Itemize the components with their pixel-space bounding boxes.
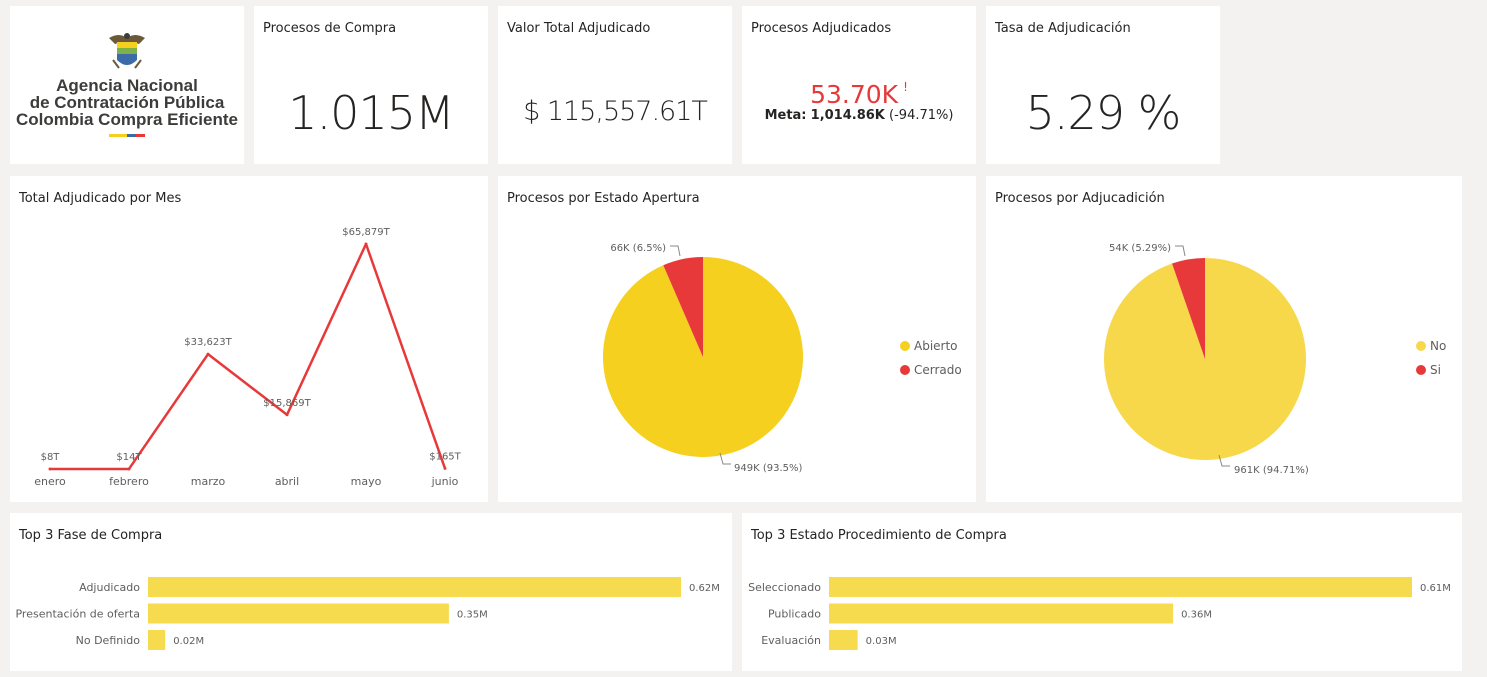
data-label: $65,879T <box>342 227 390 238</box>
data-label: $165T <box>429 451 461 462</box>
alert-icon: ! <box>903 80 908 94</box>
logo-line-2: de Contratación Pública <box>29 93 225 112</box>
kpi-goal-row: Meta: 1,014.86K (-94.71%) <box>742 108 976 123</box>
kpi-procesos-compra[interactable]: Procesos de Compra 1.015M <box>254 6 488 164</box>
slice-label: 66K (6.5%) <box>610 243 666 254</box>
leader-line <box>1218 454 1230 467</box>
bar-1 <box>829 603 1174 624</box>
goal-value: 1,014.86K <box>810 108 885 123</box>
line-chart: $8T enero $14T febrero $33,623T marzo $15,869T… <box>34 227 461 488</box>
data-label: 0.62M <box>689 583 720 594</box>
data-label: $15,869T <box>263 398 311 409</box>
leader-line <box>719 452 731 465</box>
legend-label: Cerrado <box>914 363 962 377</box>
kpi-procesos-adjudicados[interactable]: Procesos Adjudicados 53.70K ! Meta: 1,01… <box>742 6 976 164</box>
chart-title: Total Adjudicado por Mes <box>19 191 182 206</box>
data-point-enero <box>48 467 52 471</box>
card-title: Procesos Adjudicados <box>751 21 892 36</box>
x-tick-label: abril <box>275 475 299 488</box>
chart-title: Procesos por Adjucadición <box>995 191 1165 206</box>
bar-estado-card[interactable]: Top 3 Estado Procedimiento de Compra Sel… <box>742 513 1462 671</box>
pie-apertura-card[interactable]: Procesos por Estado Apertura 66K (6.5%) 9… <box>498 176 976 502</box>
data-label: 0.35M <box>457 610 488 621</box>
chart-title: Procesos por Estado Apertura <box>507 191 700 206</box>
legend: Abierto Cerrado <box>900 334 962 382</box>
card-title: Valor Total Adjudicado <box>507 21 651 36</box>
data-label: $33,623T <box>184 337 232 348</box>
kpi-value: 1.015M <box>288 86 454 140</box>
goal-label: Meta: <box>764 108 807 123</box>
legend-label: Abierto <box>914 339 958 353</box>
bar-chart-fase: Adjudicado 0.62M Presentación de oferta 0.3… <box>15 577 720 650</box>
line-chart-card[interactable]: Total Adjudicado por Mes $8T enero $14T feb… <box>10 176 488 502</box>
legend-item-cerrado[interactable]: Cerrado <box>900 358 962 382</box>
data-label: $14T <box>116 452 142 463</box>
legend-item-abierto[interactable]: Abierto <box>900 334 962 358</box>
logo-line-1: Agencia Nacional <box>56 76 198 95</box>
y-tick-label: Publicado <box>768 608 821 621</box>
legend-item-no[interactable]: No <box>1416 334 1446 358</box>
x-tick-label: febrero <box>109 475 149 488</box>
series-line <box>49 242 447 471</box>
kpi-valor-total[interactable]: Valor Total Adjudicado $ 115,557.61T <box>498 6 732 164</box>
kpi-tasa[interactable]: Tasa de Adjudicación 5.29 % <box>986 6 1220 164</box>
x-tick-label: enero <box>34 475 66 488</box>
pie-chart-adjudicacion: 54K (5.29%) 961K (94.71%) <box>1104 243 1309 476</box>
kpi-value: 53.70K <box>810 80 899 109</box>
y-tick-label: Presentación de oferta <box>15 608 140 621</box>
x-tick-label: junio <box>431 475 459 488</box>
data-label: 0.36M <box>1181 610 1212 621</box>
x-tick-label: mayo <box>351 475 382 488</box>
chart-title: Top 3 Fase de Compra <box>19 528 163 543</box>
data-label: 0.02M <box>173 636 204 647</box>
data-point-marzo <box>206 352 210 356</box>
bar-2 <box>829 630 858 650</box>
kpi-value-row: 53.70K ! <box>742 80 976 109</box>
x-tick-label: marzo <box>191 475 226 488</box>
bar-2 <box>148 630 166 650</box>
data-label: $8T <box>41 452 61 463</box>
data-point-febrero <box>127 467 131 471</box>
slice-label: 949K (93.5%) <box>734 463 802 474</box>
y-tick-label: Evaluación <box>761 634 821 647</box>
logo-line-3: Colombia Compra Eficiente <box>16 110 238 129</box>
y-tick-label: Adjudicado <box>79 581 140 594</box>
card-title: Procesos de Compra <box>263 21 397 36</box>
pie-adjudicacion-card[interactable]: Procesos por Adjucadición 54K (5.29%) 961… <box>986 176 1462 502</box>
legend-label: Si <box>1430 363 1441 377</box>
kpi-value: $ 115,557.61T <box>523 96 708 127</box>
leader-line <box>670 245 681 257</box>
pie-chart-apertura: 66K (6.5%) 949K (93.5%) <box>603 243 803 474</box>
pie-slice-si <box>1172 258 1205 359</box>
y-tick-label: No Definido <box>76 634 141 647</box>
slice-label: 54K (5.29%) <box>1109 243 1171 254</box>
logo-card: Agencia Nacional de Contratación Pública… <box>10 6 244 164</box>
flag-stripe <box>109 134 145 137</box>
chart-title: Top 3 Estado Procedimiento de Compra <box>751 528 1007 543</box>
legend-item-si[interactable]: Si <box>1416 358 1446 382</box>
pie-slice-cerrado <box>663 257 703 357</box>
slice-label: 961K (94.71%) <box>1234 465 1309 476</box>
legend: No Si <box>1416 334 1446 382</box>
data-point-mayo <box>364 242 368 246</box>
bar-0 <box>829 577 1412 597</box>
card-title: Tasa de Adjudicación <box>995 21 1131 36</box>
bar-fase-card[interactable]: Top 3 Fase de Compra Adjudicado 0.62M Pres… <box>10 513 732 671</box>
data-label: 0.03M <box>866 636 897 647</box>
legend-label: No <box>1430 339 1447 353</box>
coat-of-arms-icon <box>109 33 145 69</box>
kpi-value: 5.29 % <box>1025 86 1182 140</box>
data-point-abril <box>285 413 289 417</box>
leader-line <box>1175 245 1186 257</box>
y-tick-label: Seleccionado <box>748 581 821 594</box>
bar-0 <box>148 577 681 597</box>
data-point-junio <box>443 466 447 470</box>
goal-delta: (-94.71%) <box>889 108 954 123</box>
bar-chart-estado: Seleccionado 0.61M Publicado 0.36M Evaluació… <box>748 577 1451 650</box>
bar-1 <box>148 603 449 624</box>
data-label: 0.61M <box>1420 583 1451 594</box>
